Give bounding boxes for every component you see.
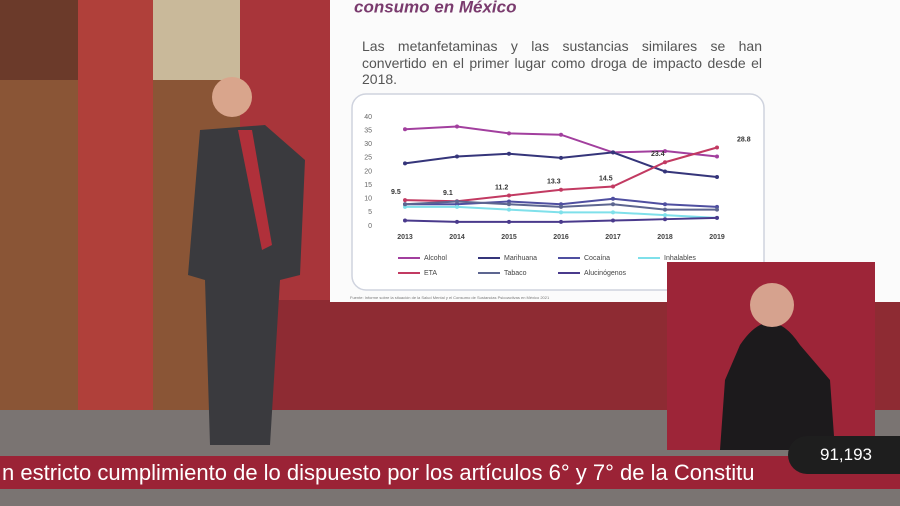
x-tick-label: 2017 xyxy=(605,234,621,241)
point xyxy=(559,155,563,160)
point xyxy=(507,202,511,207)
point xyxy=(507,207,511,212)
legend-label: Inhalables xyxy=(664,255,696,262)
y-tick-label: 30 xyxy=(364,141,372,148)
point xyxy=(663,149,667,154)
y-tick-label: 10 xyxy=(364,196,372,203)
point xyxy=(663,202,667,207)
point xyxy=(507,131,511,136)
point xyxy=(715,145,719,150)
viewer-count: 91,193 xyxy=(788,436,900,474)
legend-label: Cocaína xyxy=(584,255,610,262)
point xyxy=(715,154,719,159)
point xyxy=(455,124,459,129)
caption: n estricto cumplimiento de lo dispuesto … xyxy=(0,456,900,489)
point xyxy=(403,127,407,132)
chart-frame xyxy=(351,93,765,291)
point xyxy=(559,210,563,215)
point xyxy=(455,204,459,209)
data-label: 9.1 xyxy=(443,190,453,197)
data-label: 23.4 xyxy=(651,151,665,158)
legend-label: Tabaco xyxy=(504,270,527,277)
point xyxy=(611,218,615,223)
slide-title: consumo en México xyxy=(354,0,516,16)
y-tick-label: 40 xyxy=(364,114,372,121)
speaker xyxy=(188,77,305,445)
y-tick-label: 15 xyxy=(364,182,372,189)
point xyxy=(559,219,563,224)
point xyxy=(611,210,615,215)
point xyxy=(611,150,615,155)
x-tick-label: 2013 xyxy=(397,234,413,241)
point xyxy=(507,151,511,156)
y-tick-label: 0 xyxy=(368,223,372,230)
x-tick-label: 2018 xyxy=(657,234,673,241)
point xyxy=(403,198,407,203)
legend-label: Alcohol xyxy=(424,255,447,262)
point xyxy=(715,207,719,212)
x-tick-label: 2014 xyxy=(449,234,465,241)
data-label: 28.8 xyxy=(737,136,751,143)
x-tick-label: 2019 xyxy=(709,234,725,241)
legend-label: Marihuana xyxy=(504,255,537,262)
point xyxy=(559,204,563,209)
point xyxy=(715,215,719,220)
data-label: 13.3 xyxy=(547,179,561,186)
point xyxy=(663,169,667,174)
interpreter xyxy=(720,322,835,450)
point xyxy=(507,219,511,224)
point xyxy=(403,202,407,207)
source: Fuente: Informe sobre la situación de la… xyxy=(350,295,550,300)
point xyxy=(559,132,563,137)
point xyxy=(455,154,459,159)
window xyxy=(140,0,240,80)
point xyxy=(663,213,667,218)
head xyxy=(212,77,252,117)
point xyxy=(507,193,511,198)
point xyxy=(663,217,667,222)
point xyxy=(455,219,459,224)
point xyxy=(663,160,667,165)
x-tick-label: 2015 xyxy=(501,234,517,241)
legend-label: Alucinógenos xyxy=(584,270,627,277)
data-label: 14.5 xyxy=(599,175,613,182)
point xyxy=(715,174,719,179)
point xyxy=(663,207,667,212)
point xyxy=(559,187,563,192)
point xyxy=(611,196,615,201)
data-label: 9.5 xyxy=(391,189,401,196)
data-label: 11.2 xyxy=(495,184,508,191)
tie xyxy=(238,130,272,250)
point xyxy=(611,202,615,207)
point xyxy=(403,161,407,166)
y-tick-label: 25 xyxy=(364,155,372,162)
y-tick-label: 20 xyxy=(364,168,372,175)
suit xyxy=(188,125,305,445)
point xyxy=(455,199,459,204)
y-tick-label: 5 xyxy=(368,209,372,216)
x-tick-label: 2016 xyxy=(553,234,569,241)
point xyxy=(611,184,615,189)
slide-text: Las metanfetaminas y las sustancias simi… xyxy=(362,38,762,87)
interpreter-head xyxy=(750,283,794,327)
y-tick-label: 35 xyxy=(364,127,372,134)
point xyxy=(403,218,407,223)
legend-label: ETA xyxy=(424,270,437,277)
curtain xyxy=(78,0,153,425)
